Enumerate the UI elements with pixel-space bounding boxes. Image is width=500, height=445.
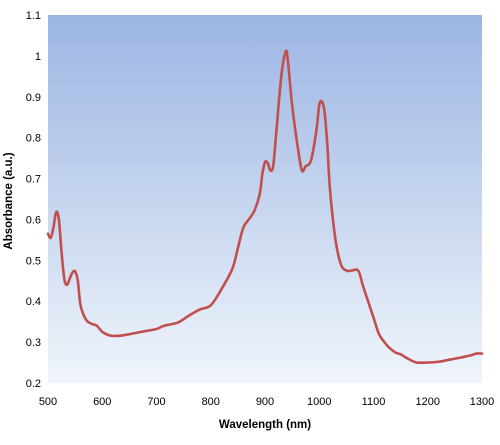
x-tick-label: 500 [39,396,57,408]
plot-area [48,15,482,383]
absorbance-line [46,49,484,365]
x-tick-label: 1300 [470,396,494,408]
x-tick-label: 700 [147,396,165,408]
y-tick-label: 0.9 [26,92,41,104]
y-tick-label: 0.2 [26,378,41,390]
x-tick-label: 600 [93,396,111,408]
x-axis-title: Wavelength (nm) [219,419,311,431]
y-tick-label: 0.7 [26,174,41,186]
y-tick-label: 0.8 [26,133,41,145]
x-tick-label: 1200 [416,396,440,408]
y-tick-label: 1 [35,51,41,63]
x-axis: 500 600 700 800 900 1000 1100 1200 1300 [39,396,494,408]
y-tick-label: 0.5 [26,255,41,267]
y-axis: 0.2 0.3 0.4 0.5 0.6 0.7 0.8 0.9 1 1.1 [26,10,41,390]
y-tick-label: 1.1 [26,10,41,22]
y-tick-label: 0.6 [26,214,41,226]
y-tick-label: 0.3 [26,337,41,349]
x-tick-label: 800 [202,396,220,408]
x-tick-label: 1000 [307,396,331,408]
y-axis-title: Absorbance (a.u.) [3,152,15,249]
x-tick-label: 1100 [362,396,386,408]
y-tick-label: 0.4 [26,296,41,308]
x-tick-label: 900 [256,396,274,408]
